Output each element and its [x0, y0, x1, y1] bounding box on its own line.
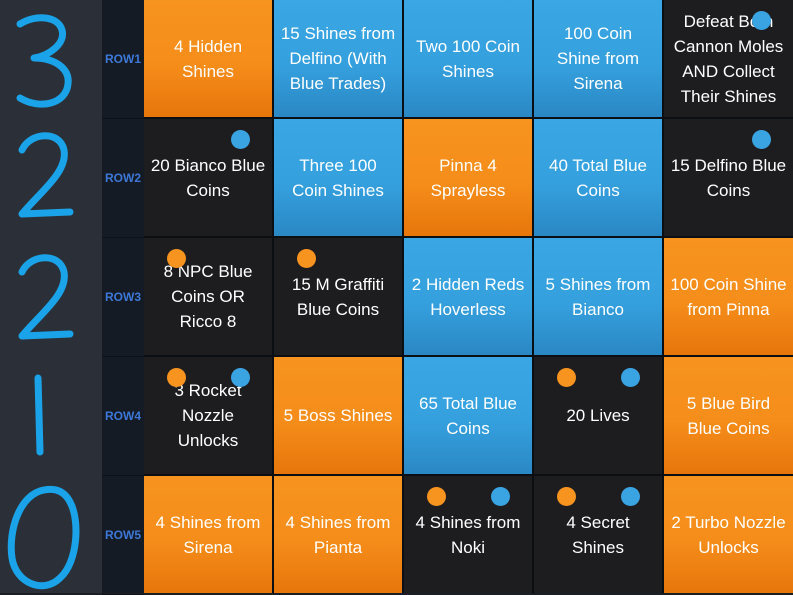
blue-player-marker-icon — [621, 487, 640, 506]
blue-player-marker-icon — [621, 368, 640, 387]
row-label-5: ROW5 — [102, 476, 144, 595]
bingo-cell-label: 5 Shines from Bianco — [545, 274, 651, 319]
bingo-cell-label: 100 Coin Shine from Sirena — [556, 24, 640, 93]
bingo-cell-label: 4 Hidden Shines — [173, 36, 243, 81]
bingo-cell-label: 4 Shines from Noki — [415, 512, 521, 557]
bingo-cell-r5c5[interactable]: 2 Turbo Nozzle Unlocks — [664, 476, 793, 593]
bingo-cell-r1c4[interactable]: 100 Coin Shine from Sirena — [534, 0, 662, 117]
blue-player-marker-icon — [231, 130, 250, 149]
bingo-cell-r5c2[interactable]: 4 Shines from Pianta — [274, 476, 402, 593]
bingo-cell-label: 15 Shines from Delfino (With Blue Trades… — [280, 24, 396, 93]
row-labels-column: ROW1 ROW2 ROW3 ROW4 ROW5 — [102, 0, 144, 595]
bingo-cell-r1c3[interactable]: Two 100 Coin Shines — [404, 0, 532, 117]
bingo-cell-r4c5[interactable]: 5 Blue Bird Blue Coins — [664, 357, 793, 474]
bingo-cell-label: 20 Bianco Blue Coins — [150, 155, 266, 200]
bingo-cell-label: 4 Shines from Sirena — [155, 512, 261, 557]
bingo-cell-label: 15 M Graffiti Blue Coins — [291, 274, 385, 319]
bingo-cell-label: Two 100 Coin Shines — [416, 36, 520, 81]
blue-player-marker-icon — [231, 368, 250, 387]
bingo-cell-label: 4 Shines from Pianta — [285, 512, 391, 557]
bingo-cell-label: 2 Turbo Nozzle Unlocks — [671, 512, 786, 557]
bingo-cell-label: Pinna 4 Sprayless — [430, 155, 506, 200]
bingo-cell-r4c2[interactable]: 5 Boss Shines — [274, 357, 402, 474]
bingo-cell-r4c4[interactable]: 20 Lives — [534, 357, 662, 474]
bingo-cell-r3c2[interactable]: 15 M Graffiti Blue Coins — [274, 238, 402, 355]
row-label-3: ROW3 — [102, 238, 144, 357]
bingo-cell-label: 3 Rocket Nozzle Unlocks — [174, 381, 242, 450]
bingo-cell-label: 40 Total Blue Coins — [549, 155, 647, 200]
blue-player-marker-icon — [752, 130, 771, 149]
orange-player-marker-icon — [167, 368, 186, 387]
bingo-cell-r2c5[interactable]: 15 Delfino Blue Coins — [664, 119, 793, 236]
blue-player-marker-icon — [491, 487, 510, 506]
bingo-cell-r4c1[interactable]: 3 Rocket Nozzle Unlocks — [144, 357, 272, 474]
score-digits-drawing — [7, 14, 80, 590]
bingo-cell-r1c5[interactable]: Defeat Both Cannon Moles AND Collect The… — [664, 0, 793, 117]
bingo-cell-r3c3[interactable]: 2 Hidden Reds Hoverless — [404, 238, 532, 355]
row-label-2: ROW2 — [102, 119, 144, 238]
bingo-cell-label: 5 Boss Shines — [283, 406, 393, 425]
bingo-cell-label: 65 Total Blue Coins — [419, 393, 517, 438]
bingo-cell-label: Three 100 Coin Shines — [292, 155, 384, 200]
score-digit-3 — [16, 14, 72, 108]
bingo-cell-r3c4[interactable]: 5 Shines from Bianco — [534, 238, 662, 355]
bingo-cell-label: 100 Coin Shine from Pinna — [670, 274, 787, 319]
bingo-cell-label: 20 Lives — [566, 406, 630, 425]
blue-player-marker-icon — [752, 11, 771, 30]
bingo-cell-label: 15 Delfino Blue Coins — [670, 155, 787, 200]
score-digit-1 — [34, 374, 44, 456]
orange-player-marker-icon — [557, 487, 576, 506]
bingo-cell-label: 5 Blue Bird Blue Coins — [686, 393, 771, 438]
bingo-cell-r1c1[interactable]: 4 Hidden Shines — [144, 0, 272, 117]
bingo-cell-label: 2 Hidden Reds Hoverless — [411, 274, 525, 319]
score-digit-2-top — [18, 132, 74, 218]
bingo-cell-r5c3[interactable]: 4 Shines from Noki — [404, 476, 532, 593]
bingo-cell-label: 8 NPC Blue Coins OR Ricco 8 — [163, 262, 253, 331]
bingo-cell-r5c1[interactable]: 4 Shines from Sirena — [144, 476, 272, 593]
bingo-cell-r2c2[interactable]: Three 100 Coin Shines — [274, 119, 402, 236]
orange-player-marker-icon — [557, 368, 576, 387]
score-strip: 3 2 2 1 0 — [0, 0, 102, 593]
bingo-cell-r4c3[interactable]: 65 Total Blue Coins — [404, 357, 532, 474]
bingo-board: 4 Hidden Shines 15 Shines from Delfino (W… — [144, 0, 793, 593]
score-digit-0 — [7, 485, 80, 590]
orange-player-marker-icon — [427, 487, 446, 506]
bingo-cell-r1c2[interactable]: 15 Shines from Delfino (With Blue Trades… — [274, 0, 402, 117]
bingo-cell-label: Defeat Both Cannon Moles AND Collect The… — [673, 11, 784, 106]
bingo-cell-label: 4 Secret Shines — [566, 512, 630, 557]
orange-player-marker-icon — [297, 249, 316, 268]
row-label-1: ROW1 — [102, 0, 144, 119]
bingo-cell-r3c5[interactable]: 100 Coin Shine from Pinna — [664, 238, 793, 355]
orange-player-marker-icon — [167, 249, 186, 268]
bingo-cell-r2c4[interactable]: 40 Total Blue Coins — [534, 119, 662, 236]
bingo-cell-r5c4[interactable]: 4 Secret Shines — [534, 476, 662, 593]
score-digit-2-bottom — [18, 254, 74, 340]
bingo-cell-r2c1[interactable]: 20 Bianco Blue Coins — [144, 119, 272, 236]
row-label-4: ROW4 — [102, 357, 144, 476]
bingo-cell-r3c1[interactable]: 8 NPC Blue Coins OR Ricco 8 — [144, 238, 272, 355]
bingo-cell-r2c3[interactable]: Pinna 4 Sprayless — [404, 119, 532, 236]
